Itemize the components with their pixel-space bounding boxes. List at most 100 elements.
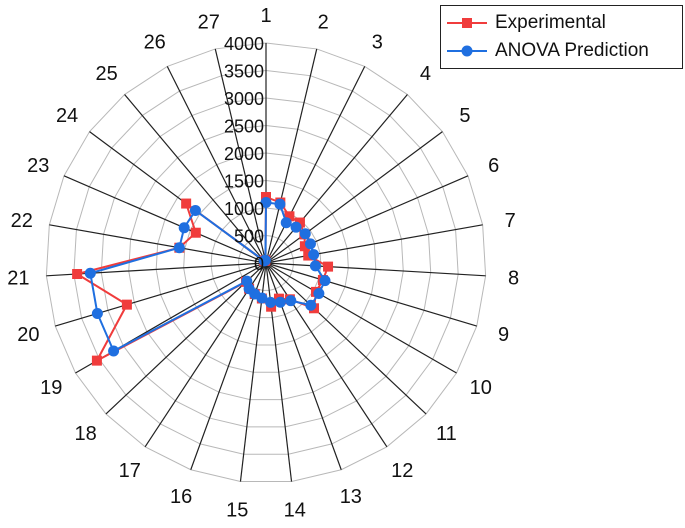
- radial-tick-label: 2500: [224, 117, 264, 137]
- spoke: [55, 262, 267, 327]
- data-point-experimental: [323, 261, 334, 272]
- legend-item-experimental: Experimental: [447, 10, 606, 36]
- legend-item-anova-prediction: ANOVA Prediction: [447, 38, 649, 64]
- data-point-anova: [173, 242, 185, 254]
- data-point-anova: [91, 307, 103, 319]
- category-label: 20: [17, 324, 39, 346]
- category-label: 21: [7, 267, 29, 289]
- category-label: 18: [74, 423, 96, 445]
- category-label: 10: [470, 377, 492, 399]
- grid-ring: [45, 42, 487, 483]
- legend-label: Experimental: [495, 12, 606, 33]
- category-label: 23: [27, 155, 49, 177]
- radial-tick-label: 2000: [224, 144, 264, 164]
- data-point-experimental: [91, 355, 102, 366]
- data-point-anova: [108, 345, 120, 357]
- data-point-anova: [305, 299, 317, 311]
- spoke: [265, 131, 443, 264]
- legend-label: ANOVA Prediction: [495, 40, 649, 61]
- spoke: [46, 262, 267, 277]
- data-point-anova: [260, 197, 272, 208]
- legend: Experimental ANOVA Prediction: [440, 5, 683, 69]
- grid-ring: [238, 234, 294, 291]
- data-point-anova: [265, 296, 277, 308]
- spoke: [124, 94, 267, 264]
- grid-ring: [210, 207, 322, 319]
- category-label: 11: [436, 423, 457, 445]
- spoke: [265, 175, 469, 264]
- data-point-anova: [319, 275, 331, 287]
- data-point-anova: [309, 260, 321, 272]
- spoke: [166, 66, 267, 264]
- spoke: [265, 48, 318, 264]
- spoke: [265, 262, 388, 448]
- category-label: 14: [284, 499, 306, 521]
- category-label: 15: [226, 499, 248, 521]
- data-point-anova: [274, 296, 286, 308]
- grid-ring: [183, 179, 349, 346]
- category-label: 17: [119, 460, 141, 482]
- grid-ring: [100, 97, 432, 428]
- grid-ring: [155, 152, 377, 373]
- radial-tick-label: 1000: [224, 199, 264, 219]
- data-point-experimental: [284, 211, 295, 222]
- data-point-anova: [84, 267, 96, 279]
- category-label: 5: [459, 105, 470, 127]
- radial-tick-label: 3500: [224, 62, 264, 82]
- spoke: [265, 262, 486, 277]
- category-label: 7: [505, 210, 516, 232]
- data-point-anova: [189, 204, 201, 216]
- category-label: 4: [420, 63, 431, 85]
- radial-tick-label: 0: [254, 254, 264, 274]
- category-label: 22: [11, 210, 33, 232]
- category-label: 1: [260, 5, 271, 27]
- radial-tick-label: 4000: [224, 34, 264, 54]
- spoke: [265, 66, 366, 264]
- spoke: [265, 224, 483, 264]
- spoke: [265, 94, 408, 264]
- data-point-anova: [290, 221, 302, 233]
- category-label: 16: [170, 486, 192, 508]
- spoke: [265, 262, 477, 327]
- spoke: [63, 175, 267, 264]
- category-label: 3: [372, 31, 383, 53]
- data-point-anova: [299, 228, 311, 240]
- data-point-anova: [304, 238, 316, 250]
- category-label: 24: [56, 105, 78, 127]
- legend-square-marker-icon: [447, 18, 487, 28]
- data-point-experimental: [299, 241, 310, 252]
- data-point-experimental: [121, 299, 132, 310]
- spoke: [214, 48, 267, 264]
- radial-tick-label: 500: [234, 227, 264, 247]
- legend-circle-marker-icon: [447, 45, 487, 57]
- category-label: 2: [318, 12, 329, 34]
- radial-tick-label: 3000: [224, 89, 264, 109]
- category-label: 6: [488, 155, 499, 177]
- data-point-anova: [259, 254, 271, 266]
- data-point-anova: [308, 249, 320, 261]
- data-point-anova: [241, 275, 253, 287]
- data-point-anova: [285, 295, 297, 307]
- category-label: 12: [391, 460, 413, 482]
- radial-tick-label: 1500: [224, 172, 264, 192]
- spoke: [265, 262, 457, 374]
- spoke: [265, 262, 427, 415]
- category-label: 19: [40, 377, 62, 399]
- data-point-experimental: [72, 269, 83, 280]
- grid-ring: [73, 69, 459, 455]
- category-label: 13: [340, 486, 362, 508]
- category-label: 9: [498, 324, 509, 346]
- data-point-experimental: [190, 227, 201, 238]
- spoke: [49, 224, 267, 264]
- data-point-anova: [178, 222, 190, 234]
- category-label: 25: [95, 63, 117, 85]
- data-point-anova: [274, 198, 286, 210]
- data-point-anova: [280, 217, 292, 229]
- category-label: 27: [198, 12, 220, 34]
- data-point-anova: [313, 288, 325, 300]
- grid-ring: [128, 124, 404, 401]
- data-point-experimental: [181, 198, 192, 209]
- category-label: 8: [508, 267, 519, 289]
- data-point-experimental: [294, 217, 305, 228]
